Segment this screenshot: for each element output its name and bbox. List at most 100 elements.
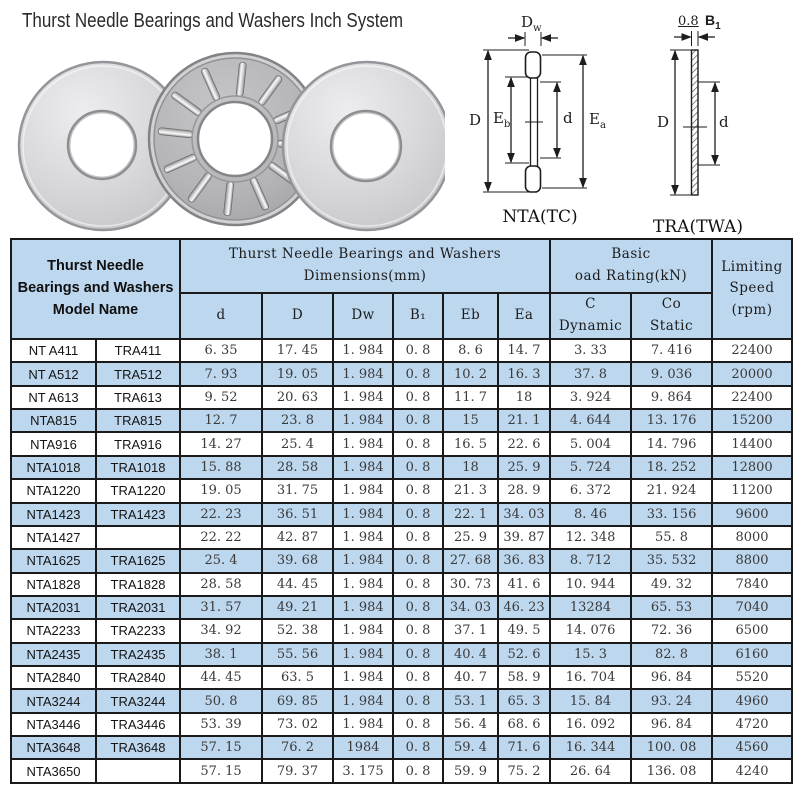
table-row: NTA2233 TRA2233 34. 92 52. 38 1. 984 0. … xyxy=(10,618,794,644)
Eb-cell: 56. 4 xyxy=(442,711,500,738)
B1-cell: 0. 8 xyxy=(392,594,445,621)
co-static-cell: 96. 84 xyxy=(630,711,714,738)
Dw-cell: 1. 984 xyxy=(332,618,395,644)
D-cell: 25. 4 xyxy=(261,431,335,457)
limiting-speed-cell: 7840 xyxy=(711,571,794,597)
model-tra-cell: TRA613 xyxy=(94,384,182,411)
c-dynamic-cell: 8. 46 xyxy=(549,501,633,527)
D-cell: 73. 02 xyxy=(261,711,335,738)
dw-label: Dw xyxy=(521,13,542,34)
limiting-speed-cell: 20000 xyxy=(711,361,794,387)
Eb-cell: 34. 03 xyxy=(442,594,500,621)
model-tra-cell: TRA411 xyxy=(94,337,182,364)
c-dynamic-cell: 16. 344 xyxy=(549,735,633,761)
B1-cell: 0. 8 xyxy=(392,501,445,527)
Ea-cell: 36. 83 xyxy=(497,548,552,574)
model-nta-cell: NTA3650 xyxy=(10,758,97,784)
table-row: NTA1625 TRA1625 25. 4 39. 68 1. 984 0. 8… xyxy=(10,548,794,574)
table-row: NT A512 TRA512 7. 93 19. 05 1. 984 0. 8 … xyxy=(10,361,794,387)
Eb-cell: 30. 73 xyxy=(442,571,500,597)
D-cell: 20. 63 xyxy=(261,384,335,411)
model-nta-cell: NTA2031 xyxy=(10,594,97,621)
model-name-header: Thurst Needle Bearings and Washers Model… xyxy=(9,238,182,340)
D-cell: 31. 75 xyxy=(261,478,335,504)
Ea-cell: 52. 6 xyxy=(497,641,552,668)
d-cell: 15. 88 xyxy=(179,454,264,481)
load-rating-group-header: Basic oad Rating(kN) xyxy=(549,238,714,294)
c-dynamic-cell: 13284 xyxy=(549,594,633,621)
Dw-cell: 1. 984 xyxy=(332,665,395,691)
table-row: NTA815 TRA815 12. 7 23. 8 1. 984 0. 8 15… xyxy=(10,408,794,434)
model-tra-cell: TRA3446 xyxy=(94,711,182,738)
col-header-Dw: Dw xyxy=(332,292,395,340)
limiting-speed-cell: 5520 xyxy=(711,665,794,691)
tra-caption: TRA(TWA) xyxy=(653,217,743,237)
d-cell: 22. 23 xyxy=(179,501,264,527)
limiting-speed-header: Limiting Speed (rpm) xyxy=(711,238,794,340)
Dw-cell: 1. 984 xyxy=(332,501,395,527)
B1-cell: 0. 8 xyxy=(392,408,445,434)
B1-cell: 0. 8 xyxy=(392,454,445,481)
table-row: NTA1423 TRA1423 22. 23 36. 51 1. 984 0. … xyxy=(10,501,794,527)
model-nta-cell: NTA1625 xyxy=(10,548,97,574)
Ea-cell: 49. 5 xyxy=(497,618,552,644)
c-dynamic-cell: 16. 092 xyxy=(549,711,633,738)
page-title: Thurst Needle Bearings and Washers Inch … xyxy=(22,10,404,32)
c-dynamic-cell: 3. 924 xyxy=(549,384,633,411)
table-row: NTA3446 TRA3446 53. 39 73. 02 1. 984 0. … xyxy=(10,711,794,738)
c-dynamic-cell: 15. 3 xyxy=(549,641,633,668)
tra-diagram: 0.8 B1 D d TRA(TWA) xyxy=(645,5,795,237)
limiting-speed-cell: 4960 xyxy=(711,688,794,714)
col-header-Ea: Ea xyxy=(497,292,552,340)
Ea-cell: 75. 2 xyxy=(497,758,552,784)
Eb-cell: 11. 7 xyxy=(442,384,500,411)
model-tra-cell: TRA1828 xyxy=(94,571,182,597)
c-dynamic-cell: 4. 644 xyxy=(549,408,633,434)
B1-cell: 0. 8 xyxy=(392,641,445,668)
limiting-speed-cell: 4560 xyxy=(711,735,794,761)
B1-cell: 0. 8 xyxy=(392,337,445,364)
limiting-speed-cell: 22400 xyxy=(711,384,794,411)
c-dynamic-cell: 37. 8 xyxy=(549,361,633,387)
header-row-groups: Thurst Needle Bearings and Washers Model… xyxy=(9,238,794,340)
tra-outer-diameter-label: D xyxy=(657,113,670,131)
D-cell: 17. 45 xyxy=(261,337,335,364)
c-dynamic-cell: 15. 84 xyxy=(549,688,633,714)
model-nta-cell: NTA3446 xyxy=(10,711,97,738)
limiting-speed-cell: 14400 xyxy=(711,431,794,457)
Dw-cell: 3. 175 xyxy=(332,758,395,784)
limiting-speed-cell: 6160 xyxy=(711,641,794,668)
co-static-cell: 9. 864 xyxy=(630,384,714,411)
table-row: NTA2031 TRA2031 31. 57 49. 21 1. 984 0. … xyxy=(10,594,794,621)
Eb-cell: 59. 9 xyxy=(442,758,500,784)
Dw-cell: 1. 984 xyxy=(332,548,395,574)
d-cell: 57. 15 xyxy=(179,735,264,761)
Dw-cell: 1. 984 xyxy=(332,641,395,668)
D-cell: 55. 56 xyxy=(261,641,335,668)
model-nta-cell: NTA2435 xyxy=(10,641,97,668)
Eb-cell: 16. 5 xyxy=(442,431,500,457)
B1-cell: 0. 8 xyxy=(392,361,445,387)
nta-diagram-drawing xyxy=(483,32,587,193)
col-header-d: d xyxy=(179,292,264,340)
B1-cell: 0. 8 xyxy=(392,758,445,784)
co-static-cell: 72. 36 xyxy=(630,618,714,644)
Ea-cell: 39. 87 xyxy=(497,524,552,551)
Dw-cell: 1. 984 xyxy=(332,361,395,387)
co-static-cell: 82. 8 xyxy=(630,641,714,668)
B1-cell: 0. 8 xyxy=(392,478,445,504)
Dw-cell: 1984 xyxy=(332,735,395,761)
model-tra-cell: TRA2233 xyxy=(94,618,182,644)
Ea-cell: 46. 23 xyxy=(497,594,552,621)
c-dynamic-cell: 6. 372 xyxy=(549,478,633,504)
model-nta-cell: NTA2840 xyxy=(10,665,97,691)
d-cell: 57. 15 xyxy=(179,758,264,784)
c-dynamic-cell: 26. 64 xyxy=(549,758,633,784)
limiting-speed-cell: 15200 xyxy=(711,408,794,434)
surface-roughness-label: 0.8 xyxy=(678,14,699,29)
table-row: NTA3648 TRA3648 57. 15 76. 2 1984 0. 8 5… xyxy=(10,735,794,761)
B1-cell: 0. 8 xyxy=(392,431,445,457)
D-cell: 44. 45 xyxy=(261,571,335,597)
model-tra-cell: TRA3648 xyxy=(94,735,182,761)
